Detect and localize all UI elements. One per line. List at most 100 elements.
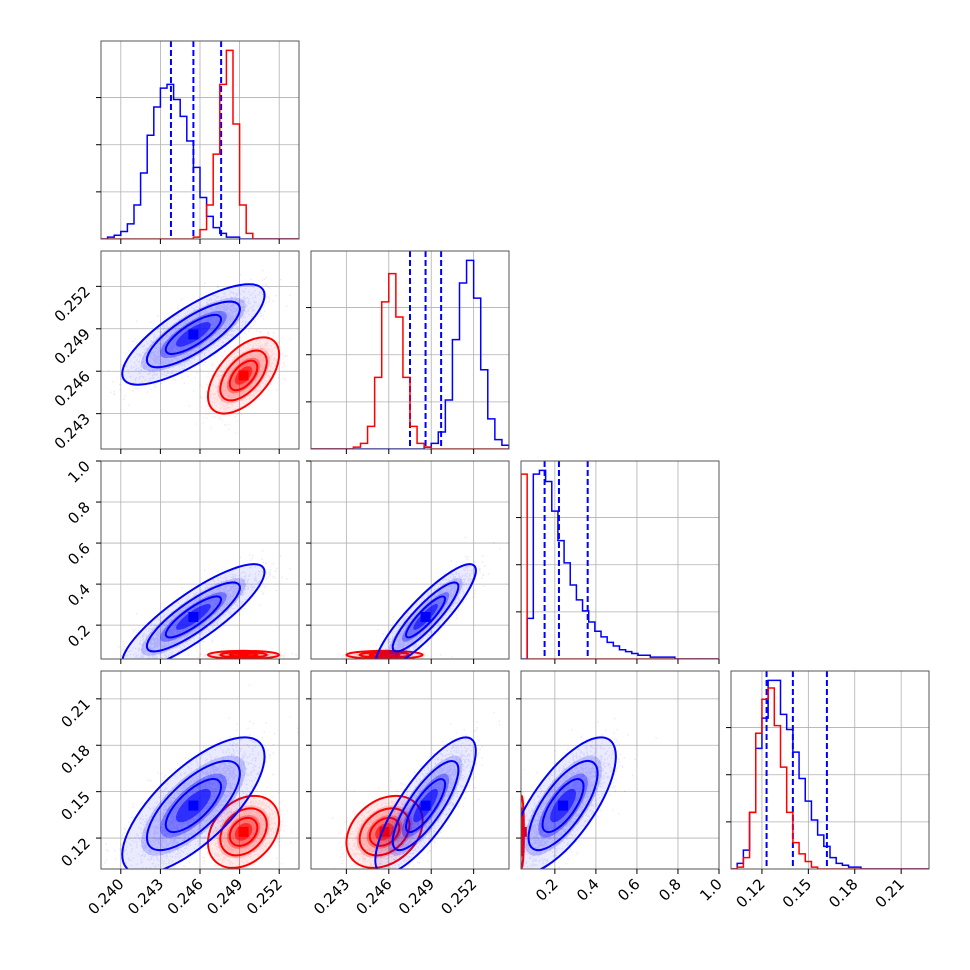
scatter-panel-2-0 (96, 460, 300, 664)
contour-line-0 (521, 736, 617, 869)
x-tick-label: 0.246 (164, 875, 207, 918)
density-peak (188, 611, 199, 622)
contour-line-0 (374, 563, 477, 659)
y-tick-label: 0.246 (51, 367, 94, 410)
y-tick-label: 0.2 (64, 621, 94, 651)
contour-line-2 (228, 652, 259, 658)
x-tick-label: 0.249 (395, 875, 438, 918)
hist-layer (521, 461, 719, 659)
density-peak (420, 611, 431, 622)
y-tick-label: 0.12 (57, 834, 93, 870)
scatter-points-series-0 (117, 550, 291, 659)
x-tick-label: 1.0 (696, 875, 726, 905)
density-peak (379, 649, 390, 659)
panel-border (730, 670, 930, 870)
y-tick-label: 0.18 (57, 741, 93, 777)
contour-line-2 (541, 778, 585, 834)
hist-layer (101, 41, 299, 239)
contour-line-0 (121, 563, 266, 659)
contour-line-2 (164, 778, 222, 834)
x-tick-label: 0.4 (573, 875, 603, 905)
contour-line-0 (206, 336, 281, 415)
histogram-series-0 (731, 679, 929, 869)
y-tick-label: 0.6 (64, 539, 94, 569)
density-layer (108, 269, 291, 434)
y-tick-label: 0.4 (64, 580, 94, 610)
contour-line-0 (374, 736, 477, 869)
histogram-series-0 (521, 469, 719, 659)
density-peak (420, 800, 431, 811)
histogram-series-0 (101, 83, 299, 239)
contour-line-1 (219, 651, 268, 659)
diag-panel-3 (726, 670, 930, 874)
y-tick-label: 0.252 (51, 282, 94, 325)
x-tick-label: 0.252 (437, 875, 480, 918)
contour-line-1 (145, 300, 241, 369)
contour-line-2 (164, 313, 222, 355)
scatter-panel-1-0 (96, 250, 300, 454)
scatter-points-series-0 (521, 717, 657, 869)
contour-line-1 (358, 807, 411, 857)
x-tick-label: 0.15 (779, 875, 815, 911)
density-peak (188, 800, 199, 811)
density-peak (188, 329, 199, 340)
x-tick-label: 0.8 (655, 875, 685, 905)
scatter-panel-2-1 (306, 460, 510, 664)
contour-line-1 (219, 807, 268, 857)
density-layer (331, 711, 501, 869)
y-tick-label: 0.21 (57, 695, 93, 731)
contour-line-0 (345, 794, 424, 869)
x-tick-label: 0.240 (85, 875, 128, 918)
panel-border (310, 670, 510, 870)
x-tick-label: 0.12 (732, 875, 768, 911)
x-tick-label: 0.6 (614, 875, 644, 905)
panel-border (310, 250, 510, 450)
histogram-series-1 (311, 272, 509, 449)
x-tick-label: 0.18 (825, 875, 861, 911)
y-tick-label: 1.0 (64, 457, 94, 487)
hist-layer (311, 251, 509, 449)
x-tick-label: 0.252 (243, 875, 286, 918)
density-peak (238, 649, 249, 659)
contour-line-1 (145, 760, 241, 852)
density-layer (117, 550, 297, 659)
contour-line-0 (121, 283, 266, 386)
x-tick-label: 0.21 (872, 875, 908, 911)
histogram-series-1 (101, 49, 299, 239)
density-layer (104, 684, 299, 869)
scatter-points-series-0 (104, 684, 299, 869)
scatter-panel-3-2 (516, 670, 720, 874)
contour-line-1 (527, 760, 599, 852)
y-tick-label: 0.15 (57, 788, 93, 824)
y-tick-label: 0.8 (64, 498, 94, 528)
contour-line-1 (145, 581, 241, 653)
density-peak (238, 826, 249, 837)
density-peak (558, 800, 569, 811)
diag-panel-2 (516, 460, 720, 664)
contour-line-2 (368, 652, 401, 658)
hist-layer (731, 671, 929, 869)
scatter-panel-3-1 (306, 670, 510, 874)
contour-line-2 (228, 359, 259, 392)
contour-line-2 (164, 595, 222, 639)
panel-border (520, 670, 720, 870)
density-peak (379, 826, 390, 837)
density-layer (521, 717, 657, 869)
contour-line-1 (219, 349, 268, 402)
y-tick-label: 0.249 (51, 325, 94, 368)
contour-line-2 (405, 595, 447, 639)
density-peak (238, 370, 249, 381)
contour-line-1 (391, 581, 460, 653)
x-tick-label: 0.243 (310, 875, 353, 918)
contour-line-1 (391, 760, 460, 852)
x-tick-label: 0.246 (353, 875, 396, 918)
panel-border (520, 460, 720, 660)
diag-panel-0 (96, 40, 300, 244)
contour-line-0 (121, 736, 266, 869)
contour-line-2 (228, 816, 259, 847)
histogram-series-1 (731, 687, 929, 869)
y-tick-label: 0.243 (51, 410, 94, 453)
panel-border (310, 460, 510, 660)
x-tick-label: 0.249 (203, 875, 246, 918)
